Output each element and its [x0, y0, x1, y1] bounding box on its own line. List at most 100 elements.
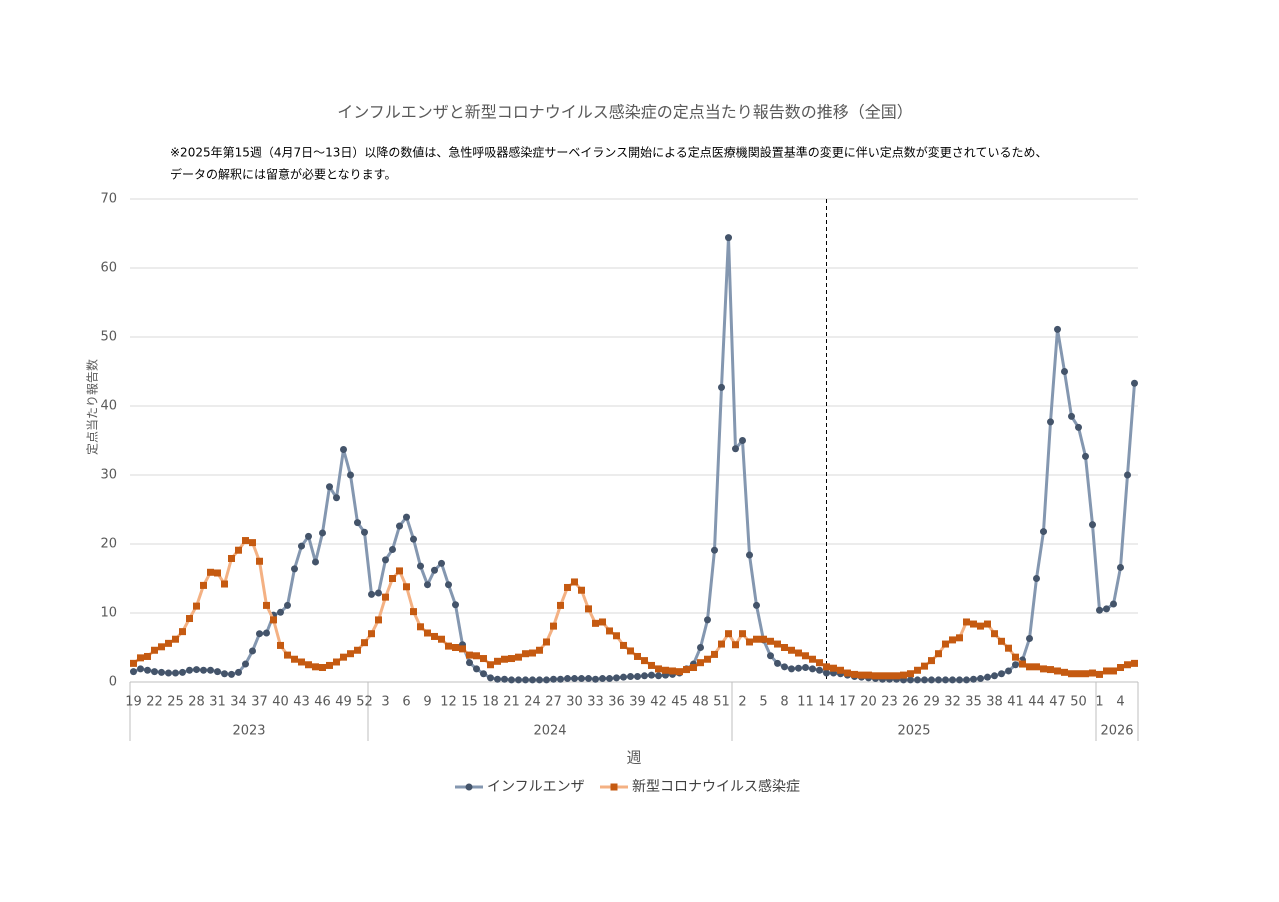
marker: [1026, 663, 1033, 671]
marker: [452, 601, 459, 609]
marker: [186, 666, 193, 674]
marker: [809, 655, 816, 663]
marker: [648, 661, 655, 669]
marker: [718, 383, 725, 391]
marker: [130, 668, 137, 676]
marker: [1026, 635, 1033, 643]
marker: [683, 666, 690, 674]
marker: [655, 665, 662, 673]
x-tick-label: 29: [923, 695, 940, 710]
marker: [214, 668, 221, 676]
marker: [676, 668, 683, 676]
marker: [914, 666, 921, 674]
marker: [704, 655, 711, 663]
x-tick-label: 3: [381, 695, 389, 710]
marker: [522, 676, 529, 684]
marker: [550, 622, 557, 630]
marker: [130, 659, 137, 667]
marker: [564, 583, 571, 591]
marker: [977, 622, 984, 630]
marker: [431, 632, 438, 640]
marker: [984, 673, 991, 681]
marker: [1103, 605, 1110, 613]
marker: [179, 668, 186, 676]
x-axis-title: 週: [626, 749, 641, 767]
marker: [1033, 663, 1040, 671]
marker: [529, 649, 536, 657]
marker: [515, 653, 522, 661]
marker: [732, 641, 739, 649]
marker: [487, 661, 494, 669]
x-tick-label: 33: [587, 695, 604, 710]
marker: [1054, 667, 1061, 675]
marker: [326, 661, 333, 669]
legend-label: 新型コロナウイルス感染症: [632, 778, 800, 795]
x-tick-label: 5: [759, 695, 767, 710]
marker: [298, 658, 305, 666]
marker: [564, 675, 571, 683]
marker: [1005, 644, 1012, 652]
marker: [809, 665, 816, 673]
group-label: 2023: [232, 724, 265, 739]
marker: [340, 445, 347, 453]
marker: [620, 641, 627, 649]
marker: [571, 675, 578, 683]
marker: [865, 671, 872, 679]
marker: [263, 601, 270, 609]
marker: [907, 676, 914, 684]
marker: [1089, 521, 1096, 529]
marker: [711, 546, 718, 554]
marker: [410, 535, 417, 543]
marker: [781, 644, 788, 651]
marker: [1075, 670, 1082, 678]
marker: [396, 567, 403, 575]
marker: [326, 483, 333, 491]
marker: [774, 659, 781, 667]
x-tick-label: 41: [1007, 695, 1024, 710]
marker: [1110, 667, 1117, 675]
marker: [1131, 659, 1138, 667]
marker: [956, 676, 963, 684]
marker: [830, 664, 837, 672]
marker: [1012, 653, 1019, 661]
marker: [389, 546, 396, 554]
x-tick-label: 50: [1070, 695, 1087, 710]
x-tick-label: 48: [692, 695, 709, 710]
x-tick-label: 47: [1049, 695, 1066, 710]
marker: [746, 638, 753, 646]
marker: [536, 676, 543, 684]
y-tick-label: 20: [100, 537, 117, 552]
marker: [1033, 575, 1040, 582]
x-tick-label: 28: [188, 695, 205, 710]
marker: [550, 675, 557, 683]
x-tick-label: 25: [167, 695, 184, 710]
marker: [452, 644, 459, 651]
marker: [1061, 668, 1068, 676]
marker: [690, 664, 697, 672]
group-label: 2024: [533, 724, 566, 739]
marker: [1103, 667, 1110, 675]
marker: [1124, 661, 1131, 669]
y-tick-label: 0: [109, 675, 117, 690]
marker: [235, 546, 242, 554]
marker: [207, 568, 214, 576]
marker: [354, 519, 361, 527]
marker: [445, 581, 452, 589]
marker: [137, 665, 144, 673]
marker: [382, 556, 389, 564]
marker: [1012, 661, 1019, 669]
marker: [1075, 423, 1082, 431]
marker: [284, 651, 291, 659]
marker: [949, 636, 956, 644]
marker: [851, 670, 858, 678]
x-tick-label: 14: [818, 695, 835, 710]
x-tick-label: 6: [402, 695, 410, 710]
marker: [956, 634, 963, 642]
x-tick-label: 31: [209, 695, 226, 710]
y-tick-label: 50: [100, 330, 117, 345]
marker: [361, 639, 368, 647]
marker: [368, 630, 375, 638]
marker: [1124, 471, 1131, 479]
x-tick-label: 37: [251, 695, 268, 710]
